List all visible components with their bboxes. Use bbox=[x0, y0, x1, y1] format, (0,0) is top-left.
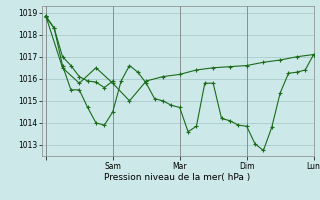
X-axis label: Pression niveau de la mer( hPa ): Pression niveau de la mer( hPa ) bbox=[104, 173, 251, 182]
